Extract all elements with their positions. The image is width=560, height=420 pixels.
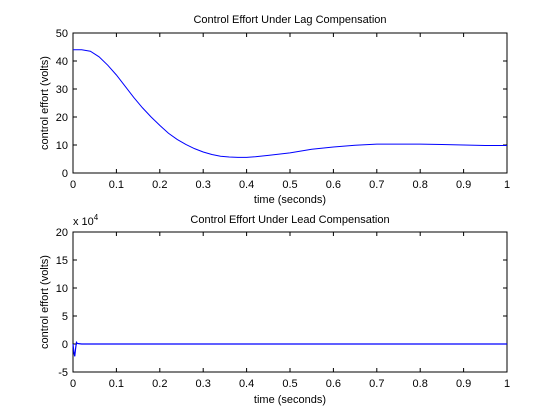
lead-x-tick-label: 0 bbox=[70, 378, 76, 390]
lead-y-tick-label: 0 bbox=[62, 339, 68, 351]
lead-y-ticks: -5 0 5 10 15 20 bbox=[56, 227, 507, 379]
lag-x-tick-label: 0.6 bbox=[326, 179, 341, 191]
lead-x-label: time (seconds) bbox=[254, 394, 326, 406]
lead-x-tick-label: 0.9 bbox=[456, 378, 471, 390]
lag-x-tick-label: 0.4 bbox=[239, 179, 254, 191]
lead-x-tick-label: 0.3 bbox=[196, 378, 211, 390]
lag-y-tick-label: 0 bbox=[62, 168, 68, 180]
lag-x-tick-label: 0.9 bbox=[456, 179, 471, 191]
lead-x-tick-label: 0.6 bbox=[326, 378, 341, 390]
lag-y-label: control effort (volts) bbox=[39, 56, 51, 150]
lag-x-tick-label: 0.1 bbox=[109, 179, 124, 191]
lead-x-tick-label: 0.8 bbox=[413, 378, 428, 390]
lead-chart-title: Control Effort Under Lead Compensation bbox=[190, 214, 389, 226]
lag-x-tick-label: 1 bbox=[504, 179, 510, 191]
lead-y-tick-label: 15 bbox=[56, 255, 68, 267]
lead-y-multiplier-base: x 10 bbox=[73, 216, 94, 228]
lead-y-label: control effort (volts) bbox=[39, 255, 51, 349]
lead-y-tick-label: 10 bbox=[56, 283, 68, 295]
lead-y-tick-label: -5 bbox=[58, 367, 68, 379]
lag-x-ticks: 0 0.1 0.2 0.3 0.4 0.5 0.6 0.7 0.8 0.9 1 bbox=[70, 33, 510, 191]
lead-x-tick-label: 0.7 bbox=[369, 378, 384, 390]
lead-x-tick-label: 0.4 bbox=[239, 378, 254, 390]
lag-y-tick-label: 30 bbox=[56, 84, 68, 96]
lag-series-line bbox=[73, 49, 507, 158]
lag-y-ticks: 0 10 20 30 40 50 bbox=[56, 28, 507, 180]
lag-y-tick-label: 20 bbox=[56, 112, 68, 124]
lead-series-line bbox=[72, 340, 507, 357]
lag-y-tick-label: 40 bbox=[56, 56, 68, 68]
lead-x-ticks: 0 0.1 0.2 0.3 0.4 0.5 0.6 0.7 0.8 0.9 1 bbox=[70, 232, 510, 390]
lag-y-tick-label: 10 bbox=[56, 140, 68, 152]
lag-y-tick-label: 50 bbox=[56, 28, 68, 40]
lead-y-multiplier: x 104 bbox=[73, 213, 99, 228]
lead-y-tick-label: 5 bbox=[62, 311, 68, 323]
lead-x-tick-label: 0.2 bbox=[152, 378, 167, 390]
lag-x-label: time (seconds) bbox=[254, 194, 326, 206]
lead-chart: Control Effort Under Lead Compensation x… bbox=[39, 213, 510, 406]
lead-x-tick-label: 0.1 bbox=[109, 378, 124, 390]
lead-y-multiplier-exponent: 4 bbox=[94, 213, 99, 222]
lead-x-tick-label: 1 bbox=[504, 378, 510, 390]
lag-x-tick-label: 0.3 bbox=[196, 179, 211, 191]
lag-x-tick-label: 0 bbox=[70, 179, 76, 191]
lead-y-tick-label: 20 bbox=[56, 227, 68, 239]
lag-x-tick-label: 0.7 bbox=[369, 179, 384, 191]
lead-plot-area bbox=[72, 231, 508, 373]
lag-chart-title: Control Effort Under Lag Compensation bbox=[193, 14, 386, 26]
lag-x-tick-label: 0.5 bbox=[282, 179, 297, 191]
lag-x-tick-label: 0.2 bbox=[152, 179, 167, 191]
lag-x-tick-label: 0.8 bbox=[413, 179, 428, 191]
lead-x-tick-label: 0.5 bbox=[282, 378, 297, 390]
